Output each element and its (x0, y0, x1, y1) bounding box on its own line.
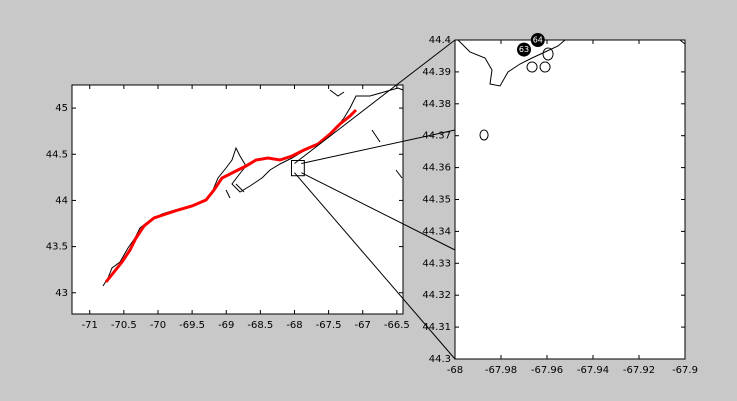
y-tick-label: 44.34 (422, 226, 451, 237)
axes-backgrounds (72, 40, 685, 359)
axes-background (455, 40, 685, 359)
coast-line (479, 39, 686, 141)
coast-line (457, 39, 566, 87)
y-tick-label: 44.35 (422, 195, 451, 206)
point (530, 33, 545, 47)
connector-line (301, 129, 456, 164)
x-tick-label: -67.92 (623, 365, 655, 376)
y-tick-label: 44.31 (422, 322, 451, 333)
axes-background (72, 85, 403, 314)
y-tick-label: 44.4 (429, 35, 451, 46)
red-track (104, 108, 358, 283)
x-tick-label: -67.96 (531, 365, 563, 376)
y-tick-label: 44 (55, 195, 68, 206)
y-tick-label: 44.39 (422, 67, 451, 78)
y-tick-label: 43.5 (46, 242, 68, 253)
x-tick-label: -67.98 (485, 365, 517, 376)
connector-line (301, 172, 456, 251)
x-tick-label: -68 (447, 365, 463, 376)
x-tick-label: -67.9 (672, 365, 698, 376)
x-tick-label: -68 (286, 320, 302, 331)
x-tick-label: -67.5 (316, 320, 342, 331)
connector-line (294, 172, 456, 360)
coastline (102, 39, 686, 287)
x-tick-label: -67 (355, 320, 371, 331)
x-tick-label: -69.5 (179, 320, 205, 331)
red-tracks (104, 108, 358, 283)
coast-line (102, 87, 404, 287)
axes-box (71, 84, 404, 315)
y-tick-label: 45 (55, 103, 68, 114)
y-tick-label: 43 (55, 288, 68, 299)
y-tick-label: 44.5 (46, 149, 68, 160)
y-tick-label: 44.37 (422, 131, 451, 142)
x-tick-label: -70 (150, 320, 166, 331)
x-tick-label: -71 (82, 320, 98, 331)
point-label: 63 (519, 45, 529, 54)
y-tick-label: 44.32 (422, 290, 451, 301)
connector-line (294, 39, 456, 164)
x-tick-label: -70.5 (111, 320, 137, 331)
y-tick-label: 44.33 (422, 258, 451, 269)
x-tick-label: -66.5 (384, 320, 410, 331)
coast-line (225, 89, 403, 199)
y-tick-label: 44.3 (429, 354, 451, 365)
y-tick-label: 44.38 (422, 99, 451, 110)
x-tick-label: -69 (218, 320, 234, 331)
x-tick-label: -68.5 (247, 320, 273, 331)
point (517, 42, 531, 57)
y-tick-label: 44.36 (422, 163, 451, 174)
point-label: 64 (533, 36, 543, 45)
axes-foreground: -71 -70.5 -70 -69.5 -69 -68.5 -68 -67.5 -67 -66.5… (46, 33, 698, 376)
x-tick-label: -67.94 (577, 365, 609, 376)
